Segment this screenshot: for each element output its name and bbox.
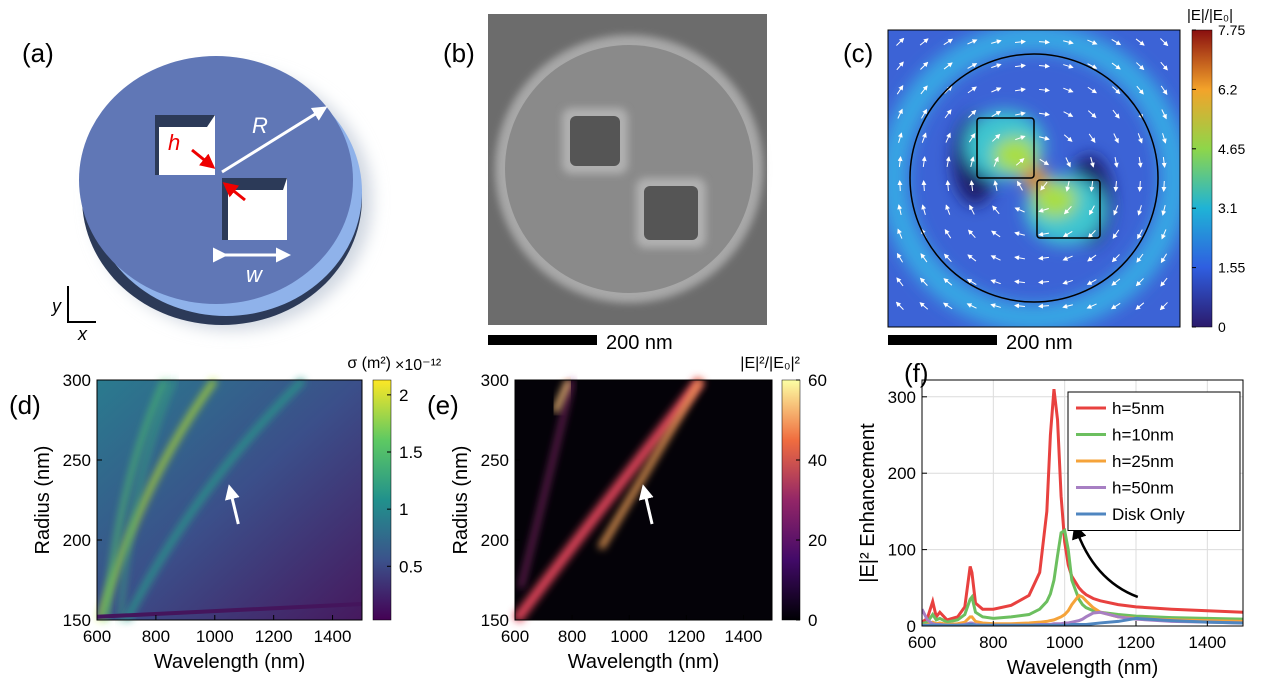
- panel-c: (c) |E|/|E₀| 01.553.14.656.27.75 200 nm: [843, 7, 1245, 354]
- y-tick-label: 200: [63, 531, 91, 550]
- panel-label: (a): [22, 38, 54, 68]
- legend-label: h=25nm: [1112, 452, 1174, 471]
- y-axis-label: Radius (nm): [32, 446, 54, 555]
- x-tick-label: 1000: [1046, 633, 1084, 652]
- field-map: [888, 30, 1180, 327]
- colorbar-tick-label: 7.75: [1218, 22, 1245, 38]
- y-tick-label: 300: [888, 388, 916, 407]
- charts: 0.511.52σ (m²)×10⁻¹²60080010001200140015…: [9, 355, 1243, 679]
- y-tick-label: 150: [481, 611, 509, 630]
- field-arrow: [900, 181, 901, 191]
- x-tick-label: 1400: [1188, 633, 1226, 652]
- y-tick-label: 250: [481, 451, 509, 470]
- y-tick-label: 150: [63, 611, 91, 630]
- x-axis-label: Wavelength (nm): [1007, 657, 1159, 679]
- axis-y-label: y: [50, 296, 62, 316]
- y-axis-label: Radius (nm): [450, 446, 472, 555]
- scale-bar: [888, 335, 997, 345]
- colorbar: [782, 380, 800, 620]
- colorbar-tick-label: 2: [399, 386, 408, 405]
- sem-disk: [505, 45, 753, 293]
- radius-label: R: [252, 113, 268, 138]
- colorbar-tick-label: 1.5: [399, 443, 423, 462]
- colorbar-tick-label: 0: [808, 611, 817, 630]
- panel-a: (a) h R w y x: [22, 38, 372, 344]
- x-tick-label: 1200: [667, 627, 705, 646]
- colorbar-tick-label: 6.2: [1218, 81, 1238, 97]
- legend-label: h=10nm: [1112, 426, 1174, 445]
- colorbar-tick-label: 0.5: [399, 557, 423, 576]
- legend-label: h=5nm: [1112, 399, 1164, 418]
- colorbar-tick-label: 60: [808, 371, 827, 390]
- gap-label: h: [168, 130, 180, 155]
- colorbar: [1192, 30, 1212, 327]
- scale-bar: [488, 335, 597, 345]
- x-tick-label: 1200: [255, 627, 293, 646]
- panel-b: (b) 200 nm: [443, 14, 767, 354]
- y-tick-label: 300: [481, 371, 509, 390]
- panel-label: (c): [843, 38, 873, 68]
- x-tick-label: 1000: [196, 627, 234, 646]
- x-axis-label: Wavelength (nm): [154, 651, 306, 673]
- legend-label: h=50nm: [1112, 479, 1174, 498]
- x-tick-label: 1400: [314, 627, 352, 646]
- panel-label: (e): [427, 390, 459, 420]
- y-tick-label: 100: [888, 541, 916, 560]
- colorbar-tick-label: 3.1: [1218, 200, 1238, 216]
- sem-hole: [644, 186, 698, 240]
- colorbar-multiplier: ×10⁻¹²: [395, 357, 442, 374]
- axis-x-label: x: [77, 324, 88, 344]
- x-tick-label: 1200: [1117, 633, 1155, 652]
- figure: (a) h R w y x (b) 200 nm (c): [0, 0, 1263, 692]
- legend-label: Disk Only: [1112, 505, 1185, 524]
- y-tick-label: 250: [63, 451, 91, 470]
- colorbar-tick-label: 1.55: [1218, 260, 1245, 276]
- disk-top: [79, 56, 353, 304]
- axis-symbol: [68, 286, 96, 322]
- x-axis-label: Wavelength (nm): [568, 651, 720, 673]
- y-tick-label: 0: [907, 617, 916, 636]
- colorbar-tick-label: 0: [1218, 319, 1226, 335]
- colorbar-tick-label: 20: [808, 531, 827, 550]
- heatmap-bg: [515, 380, 772, 620]
- y-tick-label: 300: [63, 371, 91, 390]
- scale-bar-label: 200 nm: [1006, 332, 1073, 354]
- panel-label: (d): [9, 390, 41, 420]
- y-tick-label: 200: [888, 464, 916, 483]
- x-tick-label: 800: [979, 633, 1007, 652]
- y-axis-label: |E|² Enhancement: [857, 423, 879, 583]
- scale-bar-label: 200 nm: [606, 332, 673, 354]
- panel-label: (f): [904, 358, 929, 388]
- sem-hole: [570, 116, 620, 166]
- x-tick-label: 1000: [610, 627, 648, 646]
- colorbar-title: σ (m²): [347, 355, 391, 372]
- colorbar: [373, 380, 391, 620]
- field-arrow: [1164, 181, 1165, 191]
- x-tick-label: 800: [558, 627, 586, 646]
- colorbar-tick-label: 4.65: [1218, 141, 1245, 157]
- panel-label: (b): [443, 38, 475, 68]
- colorbar-title: |E|²/|E₀|²: [740, 355, 800, 372]
- width-label: w: [246, 262, 264, 287]
- x-tick-label: 800: [142, 627, 170, 646]
- colorbar-tick-label: 1: [399, 500, 408, 519]
- y-tick-label: 200: [481, 531, 509, 550]
- colorbar-tick-label: 40: [808, 451, 827, 470]
- x-tick-label: 1400: [725, 627, 763, 646]
